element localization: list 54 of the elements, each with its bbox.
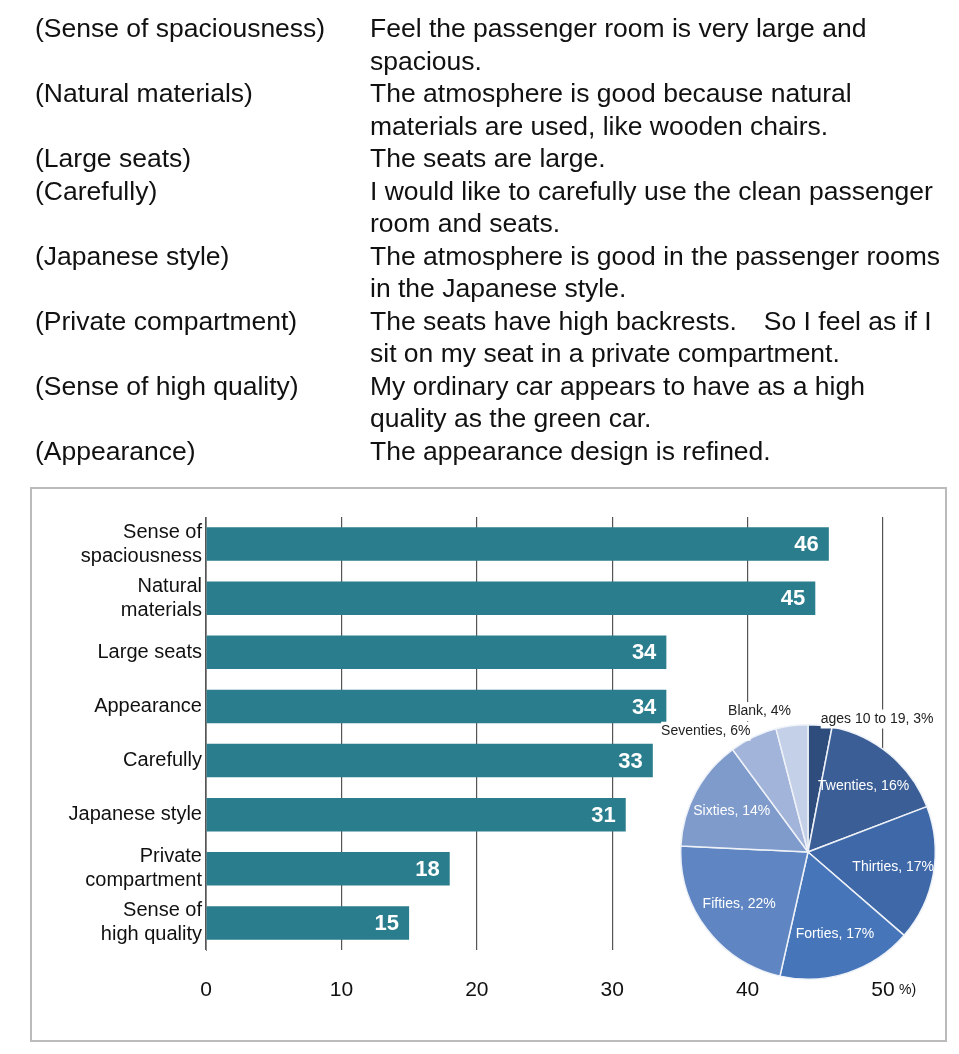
y-tick-label: Private compartment: [85, 844, 203, 891]
slice-label: Blank, 4%: [728, 702, 792, 719]
bar: [206, 743, 653, 778]
data-label: 46: [794, 531, 819, 557]
category-label: (Large seats): [35, 142, 193, 175]
slice-label: ages 10 to 19, 3%: [820, 709, 934, 726]
bar: [206, 581, 816, 615]
data-label: 45: [780, 585, 806, 611]
x-tick-label: 10: [329, 977, 354, 1001]
bar: [206, 797, 626, 832]
text: The seats have high backrests. So I feel as if I sit on my seat in a private compartment.: [370, 304, 933, 370]
text: The atmosphere is good in the passenger rooms in the Japanese style.: [370, 239, 942, 305]
data-label: 33: [618, 747, 643, 773]
bar: [206, 635, 667, 670]
category-label: (Sense of high quality): [35, 369, 300, 403]
x-tick-label: 0: [200, 977, 212, 1001]
category-label: (Japanese style): [35, 239, 231, 273]
slice-label: Forties, 17%: [795, 925, 875, 942]
category-label: (Appearance): [35, 434, 197, 467]
data-label: 34: [631, 639, 658, 665]
category-label: (Private compartment): [35, 304, 299, 338]
x-axis-title: %): [899, 980, 917, 997]
category-label: (Natural materials): [35, 77, 254, 110]
text: The atmosphere is good because natural materials are used, like wooden chairs.: [370, 77, 853, 142]
text: My ordinary car appears to have as a high quality as the green car.: [370, 369, 866, 435]
bar: [206, 689, 667, 724]
y-tick-label: Appearance: [94, 693, 202, 716]
data-label: 31: [591, 801, 616, 827]
y-tick-label: Sense of high quality: [100, 898, 203, 945]
text: I would like to carefully use the clean passenger room and seats.: [370, 174, 934, 240]
bar: [206, 527, 829, 561]
y-tick-label: Carefully: [123, 748, 202, 771]
slice-label: Fifties, 22%: [702, 895, 776, 912]
category-label: (Sense of spaciousness): [35, 12, 327, 45]
text: The seats are large.: [370, 142, 607, 175]
y-tick-label: Large seats: [97, 639, 202, 662]
text: The appearance design is refined.: [370, 434, 772, 467]
x-tick-label: 50: [871, 977, 895, 1001]
y-tick-label: Japanese style: [68, 802, 202, 825]
y-tick-label: Natural materials: [120, 573, 202, 620]
x-tick-label: 20: [465, 977, 489, 1001]
data-label: 18: [415, 855, 440, 881]
slice-label: Thirties, 17%: [852, 857, 935, 874]
data-label: 34: [631, 693, 658, 719]
slice-label: Seventies, 6%: [661, 722, 751, 739]
text: Feel the passenger room is very large and spacious.: [370, 12, 868, 77]
y-tick-label: Sense of spaciousness: [80, 519, 203, 566]
category-label: (Carefully): [35, 174, 159, 208]
data-label: 15: [374, 910, 400, 935]
bar: [206, 852, 450, 886]
x-tick-label: 40: [735, 977, 760, 1001]
slice-label: Sixties, 14%: [693, 801, 771, 818]
bar: [206, 906, 410, 940]
x-tick-label: 30: [600, 977, 624, 1001]
